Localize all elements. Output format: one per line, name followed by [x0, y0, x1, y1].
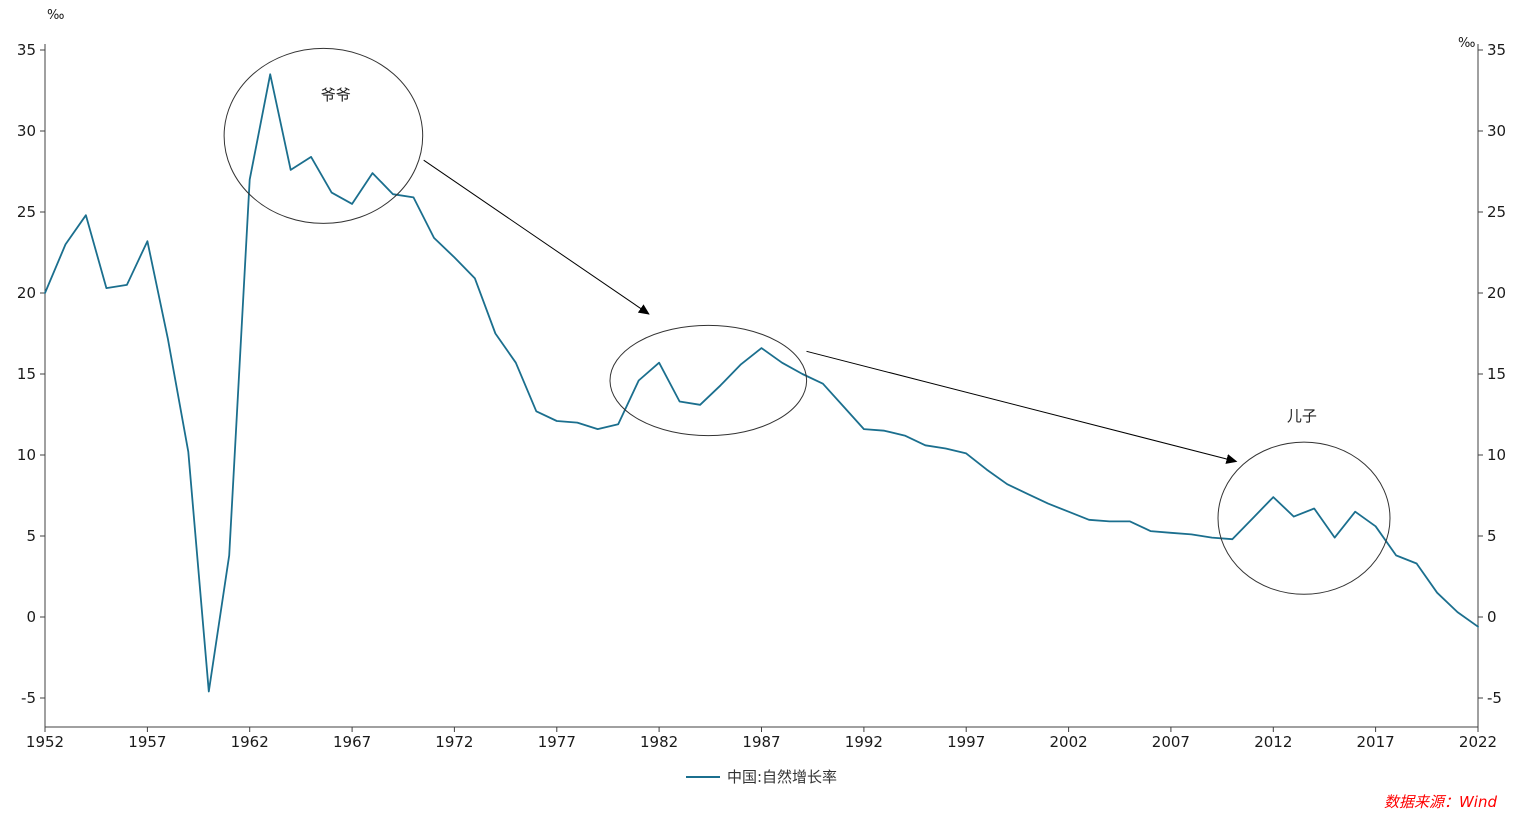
y-tick-label-left: 30: [17, 122, 36, 140]
annotation-ellipse-middle-generation: [609, 324, 808, 437]
annotation-ellipse-son-generation: [1217, 441, 1391, 595]
y-unit-left: ‰: [47, 8, 64, 23]
legend: 中国:自然增长率: [0, 766, 1523, 787]
y-tick-label-right: 25: [1487, 203, 1506, 221]
x-tick-label: 1987: [742, 733, 780, 751]
x-tick-label: 1962: [231, 733, 269, 751]
y-tick-label-right: 10: [1487, 446, 1506, 464]
y-tick-label-right: 20: [1487, 284, 1506, 302]
y-tick-label-right: 30: [1487, 122, 1506, 140]
x-tick-label: 1952: [26, 733, 64, 751]
y-unit-right: ‰: [1458, 36, 1475, 51]
x-tick-label: 2002: [1050, 733, 1088, 751]
annotation-label: 儿子: [1287, 407, 1317, 425]
y-tick-label-left: 0: [26, 608, 36, 626]
y-tick-label-left: 35: [17, 41, 36, 59]
y-tick-label-right: 0: [1487, 608, 1497, 626]
y-tick-label-left: 10: [17, 446, 36, 464]
series-line: [44, 73, 1479, 693]
y-tick-label-right: 15: [1487, 365, 1506, 383]
y-tick-label-left: 15: [17, 365, 36, 383]
x-tick-label: 2007: [1152, 733, 1190, 751]
y-tick-label-left: 20: [17, 284, 36, 302]
y-tick-label-right: -5: [1487, 689, 1502, 707]
x-tick-label: 1957: [128, 733, 166, 751]
x-tick-label: 1992: [845, 733, 883, 751]
y-tick-label-right: 35: [1487, 41, 1506, 59]
annotation-arrow: [806, 350, 1238, 464]
annotation-arrow: [423, 159, 650, 315]
axis-frame: [40, 44, 1483, 732]
y-tick-label-left: -5: [21, 689, 36, 707]
x-tick-label: 1982: [640, 733, 678, 751]
annotation-ellipse-grandfather-generation: [223, 47, 424, 224]
legend-label: 中国:自然增长率: [726, 768, 838, 786]
y-tick-label-left: 5: [26, 527, 36, 545]
legend-line-swatch: [685, 775, 720, 778]
x-tick-label: 1997: [947, 733, 985, 751]
x-tick-label: 2012: [1254, 733, 1292, 751]
x-tick-label: 1967: [333, 733, 371, 751]
data-source-note: 数据来源：Wind: [1383, 793, 1497, 811]
x-tick-label: 2022: [1459, 733, 1497, 751]
axis-labels: 35 35 30 30 25 25 20 20 15 15 10 10 5 5 0 0 -5 -5 1952 1957…: [17, 8, 1506, 751]
annotation-label: 爷爷: [321, 86, 351, 104]
x-tick-label: 2017: [1357, 733, 1395, 751]
y-tick-label-right: 5: [1487, 527, 1497, 545]
y-tick-label-left: 25: [17, 203, 36, 221]
x-tick-label: 1977: [538, 733, 576, 751]
x-tick-label: 1972: [435, 733, 473, 751]
